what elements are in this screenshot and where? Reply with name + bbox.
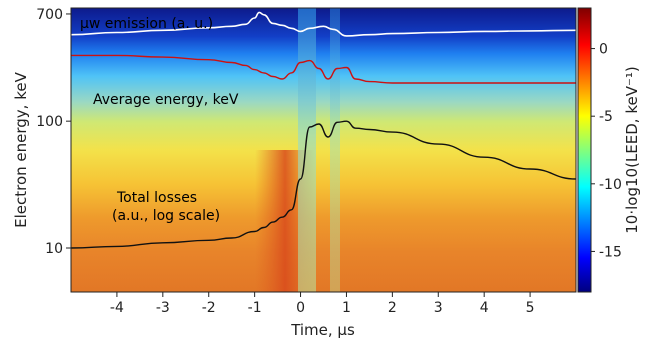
x-tick-label: 0 xyxy=(296,300,305,316)
x-axis-label: Time, μs xyxy=(290,321,355,339)
x-tick-label: -4 xyxy=(110,300,124,316)
x-tick-label: 5 xyxy=(526,300,535,316)
x-tick-label: 1 xyxy=(342,300,351,316)
colorbar-tick-label: -5 xyxy=(599,109,613,125)
colorbar xyxy=(577,7,592,293)
plot-frame xyxy=(70,7,577,293)
series-line-mw-emission xyxy=(70,11,577,37)
colorbar-tick-label: -15 xyxy=(599,244,622,260)
y-tick-label: 700 xyxy=(36,7,63,23)
x-axis-ticks: -4 -3 -2 -1 0 1 2 3 4 5 xyxy=(110,292,535,316)
heatmap-area xyxy=(71,8,576,292)
y-axis-ticks: 10 100 700 xyxy=(36,7,71,257)
series-line-average-energy xyxy=(71,54,576,84)
y-axis-label: Electron energy, keV xyxy=(12,71,30,227)
annotation-total-losses: Total losses xyxy=(116,190,197,206)
x-tick-label: 3 xyxy=(434,300,443,316)
y-tick-label: 10 xyxy=(45,241,63,257)
x-tick-label: -2 xyxy=(202,300,216,316)
annotation-total-losses-sub: (a.u., log scale) xyxy=(112,208,220,224)
y-tick-label: 100 xyxy=(36,114,63,130)
x-tick-label: -1 xyxy=(248,300,262,316)
colorbar-tick-label: -10 xyxy=(599,177,622,193)
x-tick-label: 2 xyxy=(388,300,397,316)
x-tick-label: -3 xyxy=(156,300,170,316)
colorbar-ticks: 0 -5 -10 -15 xyxy=(591,42,622,260)
colorbar-tick-label: 0 xyxy=(599,42,608,58)
annotation-mw-emission: μw emission (a. u.) xyxy=(80,16,213,32)
series-line-total-losses xyxy=(70,120,577,249)
heatmap-background xyxy=(71,8,576,292)
colorbar-label: 10·log10(LEED, keV⁻¹) xyxy=(623,66,641,233)
annotation-average-energy: Average energy, keV xyxy=(93,92,239,108)
heatmap-stripe-2 xyxy=(330,8,340,292)
heatmap-stripe-1 xyxy=(298,8,316,292)
x-tick-label: 4 xyxy=(480,300,489,316)
series-lines xyxy=(70,11,577,249)
